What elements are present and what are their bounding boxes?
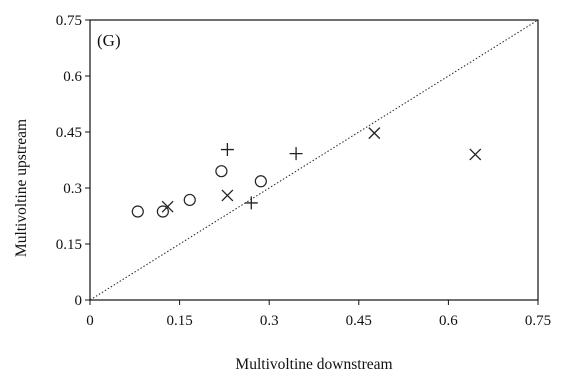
x-tick-label: 0.45 xyxy=(346,313,372,329)
panel-label: (G) xyxy=(97,31,121,50)
y-tick-label: 0.6 xyxy=(63,69,82,85)
y-axis-label: Multivoltine upstream xyxy=(13,119,30,257)
plus-point xyxy=(289,147,303,161)
plus-point xyxy=(244,196,258,210)
y-tick-label: 0.3 xyxy=(63,181,82,197)
circle-point xyxy=(183,193,196,207)
circle-point xyxy=(156,205,169,218)
circle-point xyxy=(131,205,144,218)
plot-area xyxy=(89,19,539,301)
one-to-one-line xyxy=(89,19,539,301)
plot-frame xyxy=(89,19,539,301)
y-axis-ticks: 0 0.15 0.3 0.45 0.6 0.75 xyxy=(56,13,90,309)
x-point xyxy=(368,127,381,140)
x-point xyxy=(161,200,174,213)
y-tick-label: 0 xyxy=(75,293,83,309)
x-tick-label: 0.15 xyxy=(166,313,192,329)
x-point xyxy=(469,148,482,161)
data-points xyxy=(131,127,482,218)
circle-point xyxy=(254,175,267,188)
y-tick-label: 0.75 xyxy=(56,13,82,29)
x-tick-label: 0 xyxy=(86,313,94,329)
y-tick-label: 0.45 xyxy=(56,125,82,141)
x-tick-label: 0.3 xyxy=(260,313,279,329)
plus-point xyxy=(220,143,234,157)
x-point xyxy=(221,189,234,202)
x-axis-ticks: 0 0.15 0.3 0.45 0.6 0.75 xyxy=(86,300,551,329)
x-tick-label: 0.75 xyxy=(525,313,551,329)
reference-line-group xyxy=(89,19,539,301)
x-axis-label: Multivoltine downstream xyxy=(235,356,392,373)
x-tick-label: 0.6 xyxy=(439,313,458,329)
circle-point xyxy=(215,165,228,178)
y-tick-label: 0.15 xyxy=(56,237,82,253)
